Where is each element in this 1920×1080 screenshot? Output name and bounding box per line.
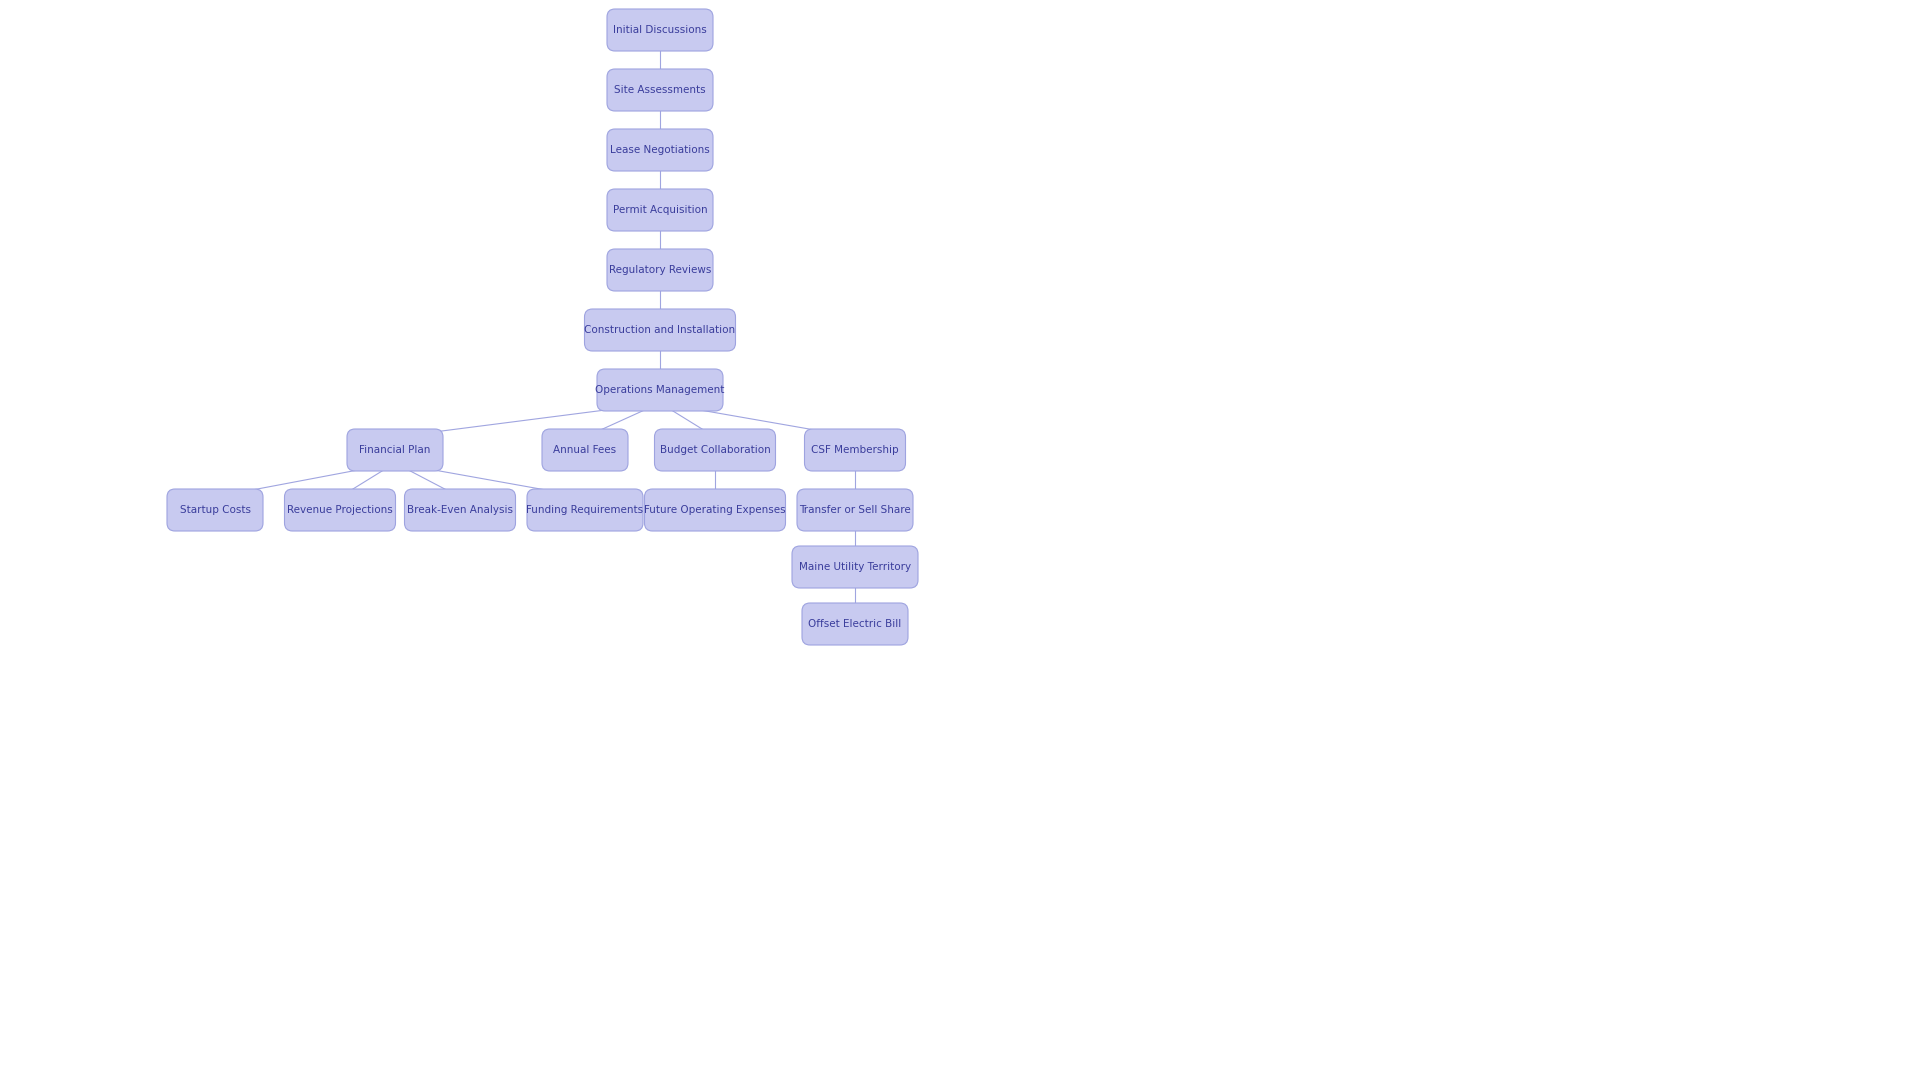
FancyBboxPatch shape bbox=[797, 489, 914, 531]
Text: Revenue Projections: Revenue Projections bbox=[288, 505, 394, 515]
Text: Startup Costs: Startup Costs bbox=[179, 505, 250, 515]
Text: CSF Membership: CSF Membership bbox=[810, 445, 899, 455]
FancyBboxPatch shape bbox=[804, 429, 906, 471]
FancyBboxPatch shape bbox=[645, 489, 785, 531]
FancyBboxPatch shape bbox=[541, 429, 628, 471]
Text: Site Assessments: Site Assessments bbox=[614, 85, 707, 95]
FancyBboxPatch shape bbox=[597, 369, 724, 411]
Text: Operations Management: Operations Management bbox=[595, 384, 724, 395]
FancyBboxPatch shape bbox=[655, 429, 776, 471]
Text: Budget Collaboration: Budget Collaboration bbox=[660, 445, 770, 455]
Text: Maine Utility Territory: Maine Utility Territory bbox=[799, 562, 912, 572]
FancyBboxPatch shape bbox=[405, 489, 515, 531]
FancyBboxPatch shape bbox=[284, 489, 396, 531]
FancyBboxPatch shape bbox=[607, 129, 712, 171]
FancyBboxPatch shape bbox=[348, 429, 444, 471]
Text: Financial Plan: Financial Plan bbox=[359, 445, 430, 455]
FancyBboxPatch shape bbox=[607, 69, 712, 111]
FancyBboxPatch shape bbox=[607, 249, 712, 291]
Text: Permit Acquisition: Permit Acquisition bbox=[612, 205, 707, 215]
Text: Funding Requirements: Funding Requirements bbox=[526, 505, 643, 515]
FancyBboxPatch shape bbox=[803, 603, 908, 645]
Text: Transfer or Sell Share: Transfer or Sell Share bbox=[799, 505, 910, 515]
FancyBboxPatch shape bbox=[167, 489, 263, 531]
FancyBboxPatch shape bbox=[791, 546, 918, 588]
FancyBboxPatch shape bbox=[607, 9, 712, 51]
FancyBboxPatch shape bbox=[607, 189, 712, 231]
Text: Break-Even Analysis: Break-Even Analysis bbox=[407, 505, 513, 515]
Text: Regulatory Reviews: Regulatory Reviews bbox=[609, 265, 710, 275]
FancyBboxPatch shape bbox=[526, 489, 643, 531]
Text: Future Operating Expenses: Future Operating Expenses bbox=[645, 505, 785, 515]
Text: Annual Fees: Annual Fees bbox=[553, 445, 616, 455]
FancyBboxPatch shape bbox=[584, 309, 735, 351]
Text: Lease Negotiations: Lease Negotiations bbox=[611, 145, 710, 156]
Text: Construction and Installation: Construction and Installation bbox=[584, 325, 735, 335]
Text: Offset Electric Bill: Offset Electric Bill bbox=[808, 619, 902, 629]
Text: Initial Discussions: Initial Discussions bbox=[612, 25, 707, 35]
